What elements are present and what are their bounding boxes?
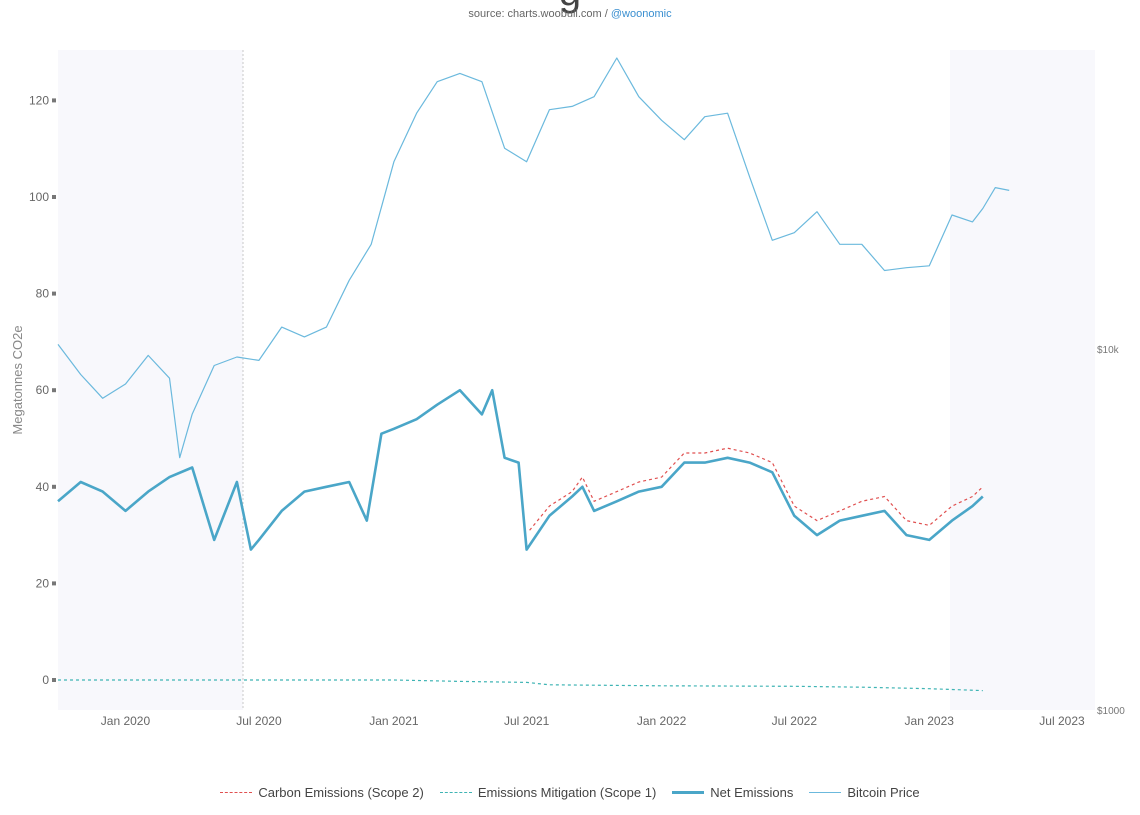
y-axis-label: Megatonnes CO2e [10,325,25,434]
y-axis-left: 0 20 40 60 80 100 120 [29,93,56,687]
y-tick-label: 60 [36,383,50,397]
x-tick-label: Jan 2022 [637,714,687,728]
y-tick-mark [52,678,56,682]
x-axis: Jan 2020 Jul 2020 Jan 2021 Jul 2021 Jan 2022… [101,714,1085,728]
right-tick-label: $1000 [1097,706,1125,717]
plot-background [243,50,950,710]
right-tick-label: $10k [1097,345,1120,356]
y-tick-label: 40 [36,480,50,494]
legend-swatch [220,792,253,793]
legend-item[interactable]: Net Emissions [672,785,793,800]
y-tick-label: 20 [36,576,50,590]
legend-swatch [439,792,472,793]
series-layer [57,57,1010,692]
legend-item[interactable]: Bitcoin Price [809,785,920,800]
x-tick-label: Jul 2022 [772,714,818,728]
y-axis-right: $10k $1000 [1097,345,1125,717]
x-tick-label: Jul 2023 [1039,714,1085,728]
y-tick-mark [52,291,56,296]
plot-background-shade-left [58,50,243,710]
x-tick-label: Jan 2020 [101,714,151,728]
series-line-net-emissions [57,388,984,551]
x-tick-label: Jul 2021 [504,714,550,728]
source-handle-link[interactable]: @woonomic [610,8,672,20]
y-tick-mark [52,581,56,586]
y-tick-mark [52,98,56,103]
y-tick-mark [52,484,56,489]
chart-canvas: 0 20 40 60 80 100 120 $10k $1000 Jan 2020 Jul 20… [10,50,1125,728]
source-line: source: charts.woobull.com / @woonomic [0,8,1140,20]
legend-label: Bitcoin Price [847,785,920,800]
source-text: source: charts.woobull.com / [468,8,611,20]
legend: Carbon Emissions (Scope 2) Emissions Miti… [0,785,1140,800]
legend-item[interactable]: Carbon Emissions (Scope 2) [220,785,424,800]
legend-label: Emissions Mitigation (Scope 1) [477,785,657,800]
series-line-emissions-mitigation-scope-1 [58,679,983,692]
series-line-bitcoin-price [57,57,1010,459]
legend-item[interactable]: Emissions Mitigation (Scope 1) [439,785,657,800]
x-tick-label: Jan 2021 [369,714,419,728]
y-tick-mark [52,195,56,199]
legend-label: Net Emissions [710,785,794,800]
legend-swatch [672,791,705,794]
y-tick-label: 0 [42,673,49,687]
legend-label: Carbon Emissions (Scope 2) [258,785,424,800]
y-tick-label: 120 [29,93,49,107]
legend-swatch [809,791,842,794]
plot-background-shade-right [950,50,1095,710]
y-tick-label: 100 [29,190,49,204]
y-tick-mark [52,388,56,393]
y-tick-label: 80 [36,287,50,301]
x-tick-label: Jul 2020 [236,714,282,728]
x-tick-label: Jan 2023 [905,714,955,728]
series-line-carbon-emissions-scope-2 [529,447,984,531]
